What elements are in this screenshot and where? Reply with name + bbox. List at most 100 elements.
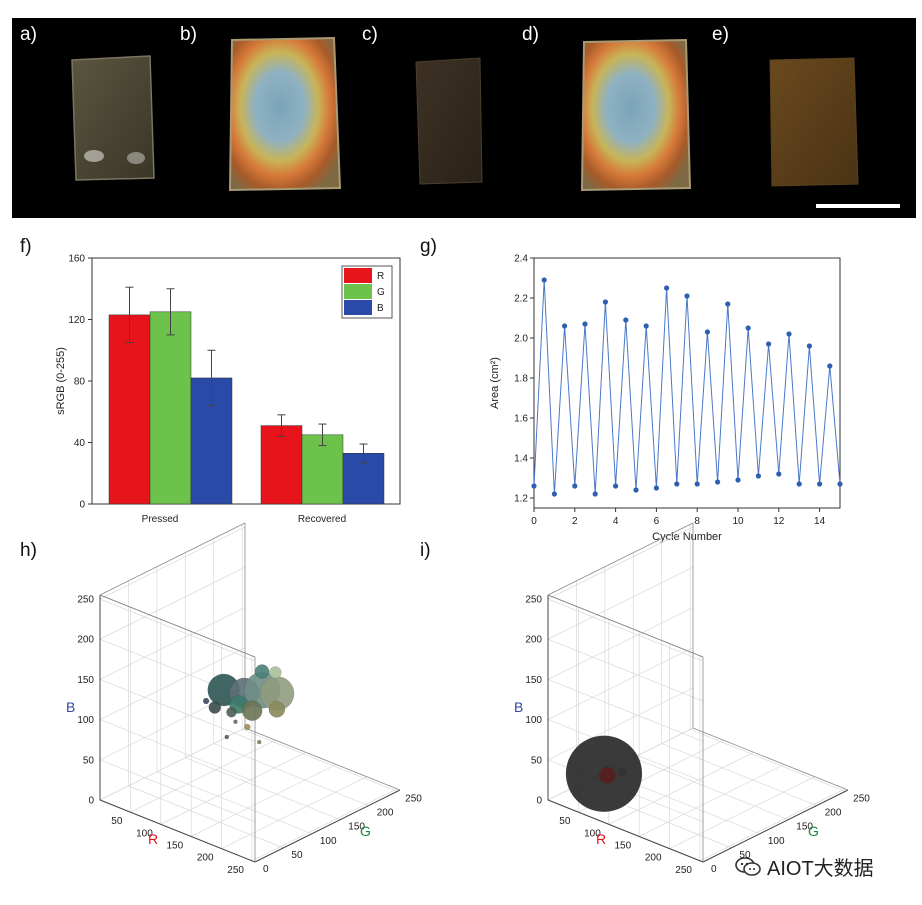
- y-tick-label: 2.4: [514, 254, 528, 265]
- bar-r: [260, 425, 303, 505]
- b-tick-label: 0: [88, 796, 94, 807]
- sample-d: [580, 38, 692, 192]
- grid-line: [251, 788, 398, 862]
- frame-edge: [244, 727, 401, 791]
- grid-line: [99, 759, 256, 823]
- g-tick-label: 150: [348, 822, 365, 833]
- grid-line: [639, 764, 785, 837]
- b-tick-label: 50: [531, 755, 543, 766]
- g-tick-label: 100: [320, 836, 337, 847]
- x-axis-label: Cycle Number: [652, 531, 722, 543]
- data-point: [572, 483, 578, 489]
- y-tick-label: 2.0: [514, 334, 528, 345]
- data-point: [796, 481, 802, 487]
- y-tick-label: 80: [74, 377, 86, 388]
- x-tick-label: 10: [732, 516, 744, 527]
- r-tick-label: 100: [584, 828, 601, 839]
- g-tick-label: 200: [377, 808, 394, 819]
- data-point: [766, 341, 772, 347]
- r-tick-label: 100: [136, 828, 153, 839]
- bubble: [208, 701, 222, 714]
- grid-line: [242, 729, 398, 792]
- g-tick-label: 100: [768, 836, 785, 847]
- data-point: [551, 491, 558, 497]
- grid-line: [160, 752, 306, 825]
- y-tick-label: 1.4: [514, 454, 528, 465]
- b-tick-label: 200: [77, 635, 94, 646]
- panel-label-e: e): [712, 24, 729, 45]
- panel-label-g: g): [420, 236, 437, 257]
- axis-letter-r: R: [596, 831, 606, 847]
- data-point: [837, 481, 843, 487]
- data-point: [623, 317, 629, 323]
- data-point: [745, 325, 751, 331]
- axis-g: [254, 789, 401, 863]
- grid-line: [191, 764, 337, 837]
- y-tick-label: 120: [68, 315, 85, 326]
- data-point: [531, 483, 537, 489]
- data-point: [592, 491, 598, 497]
- data-point: [735, 477, 741, 483]
- data-point: [643, 323, 649, 329]
- panel-label-f: f): [20, 236, 32, 257]
- b-tick-label: 100: [77, 715, 94, 726]
- grid-line: [547, 598, 704, 662]
- r-tick-label: 200: [645, 853, 662, 864]
- data-point: [684, 293, 690, 299]
- legend-swatch-r: [344, 268, 372, 283]
- grid-line: [547, 566, 694, 640]
- axis-r: [99, 799, 256, 863]
- bar-g: [149, 311, 192, 505]
- r-tick-label: 50: [559, 816, 571, 827]
- grid-line: [547, 638, 704, 702]
- b-tick-label: 0: [536, 796, 542, 807]
- axis-r: [547, 799, 704, 863]
- grid-line: [633, 757, 789, 820]
- photo-samples: [71, 36, 900, 208]
- sample-b: [228, 36, 342, 192]
- frame-edge: [99, 594, 256, 658]
- legend-swatch-g: [344, 284, 372, 299]
- panel-label-c: c): [362, 24, 378, 45]
- grid-line: [699, 788, 846, 862]
- data-point: [613, 483, 619, 489]
- grid-line: [99, 719, 256, 782]
- y-tick-label: 2.2: [514, 294, 528, 305]
- sample-a-glare: [84, 150, 104, 162]
- sample-a-glare-2: [127, 152, 145, 164]
- x-tick-label: 12: [773, 516, 785, 527]
- grid-line: [99, 607, 246, 680]
- line-chart-g: Area (cm²) Cycle Number 1.2 1.4 1.6 1.8 2.0 2…: [489, 254, 843, 543]
- category-label: Pressed: [142, 514, 179, 525]
- axis-letter-g: G: [360, 823, 371, 839]
- data-point: [786, 331, 792, 337]
- data-point: [541, 277, 547, 283]
- grid-line: [156, 771, 312, 835]
- plot-frame: [533, 257, 841, 509]
- bubble: [617, 767, 627, 777]
- grid-line: [99, 647, 246, 720]
- r-tick-label: 250: [227, 865, 244, 876]
- panel-label-h: h): [20, 540, 37, 561]
- grid-line: [128, 785, 284, 849]
- grid-line: [99, 598, 256, 662]
- grid-line: [221, 776, 367, 849]
- data-point: [704, 329, 711, 335]
- b-tick-label: 250: [77, 595, 94, 606]
- b-tick-label: 100: [525, 715, 542, 726]
- bubble: [233, 719, 238, 724]
- watermark-text: AIOT大数据: [767, 858, 874, 880]
- bubble: [224, 734, 230, 740]
- b-tick-label: 50: [83, 755, 95, 766]
- r-tick-label: 150: [614, 840, 631, 851]
- watermark: AIOT大数据: [735, 852, 874, 883]
- b-tick-label: 150: [77, 675, 94, 686]
- legend-swatch-b: [344, 300, 372, 315]
- r-tick-label: 150: [166, 840, 183, 851]
- r-tick-label: 50: [111, 816, 123, 827]
- grid-line: [547, 687, 694, 761]
- data-point: [694, 481, 700, 487]
- data-point: [755, 473, 762, 479]
- frame-edge: [547, 522, 694, 596]
